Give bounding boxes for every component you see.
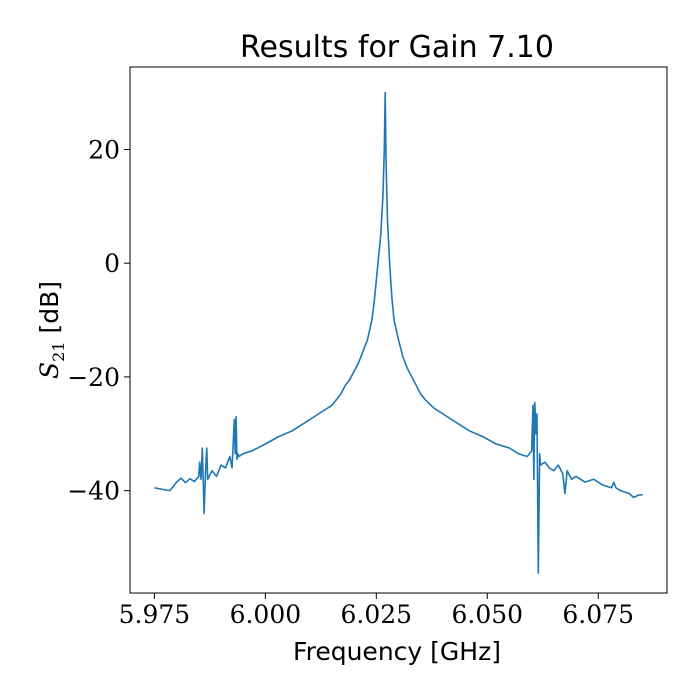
x-axis: 5.975 6.000 6.025 6.050 6.075 (119, 593, 634, 629)
y-tick-label: −20 (67, 363, 120, 392)
x-tick-label: 6.025 (341, 600, 413, 629)
y-axis-label-subscript: 21 (49, 341, 68, 361)
series-line-s21 (154, 91, 643, 574)
x-tick-label: 6.075 (562, 600, 634, 629)
chart-title: Results for Gain 7.10 (240, 30, 554, 65)
plot-area (129, 66, 668, 594)
y-tick-label: −40 (67, 477, 120, 506)
y-axis: 20 0 −20 −40 (67, 135, 130, 506)
x-tick-label: 5.975 (119, 600, 191, 629)
plot-frame (129, 66, 668, 594)
y-axis-label: S21 [dB] (35, 281, 68, 379)
x-axis-label: Frequency [GHz] (293, 637, 501, 666)
x-tick-label: 6.050 (451, 600, 523, 629)
y-tick-label: 0 (104, 249, 120, 278)
y-axis-label-unit: [dB] (35, 281, 64, 341)
y-tick-label: 20 (88, 135, 120, 164)
y-axis-label-main: S (35, 362, 64, 379)
x-tick-label: 6.000 (230, 600, 302, 629)
